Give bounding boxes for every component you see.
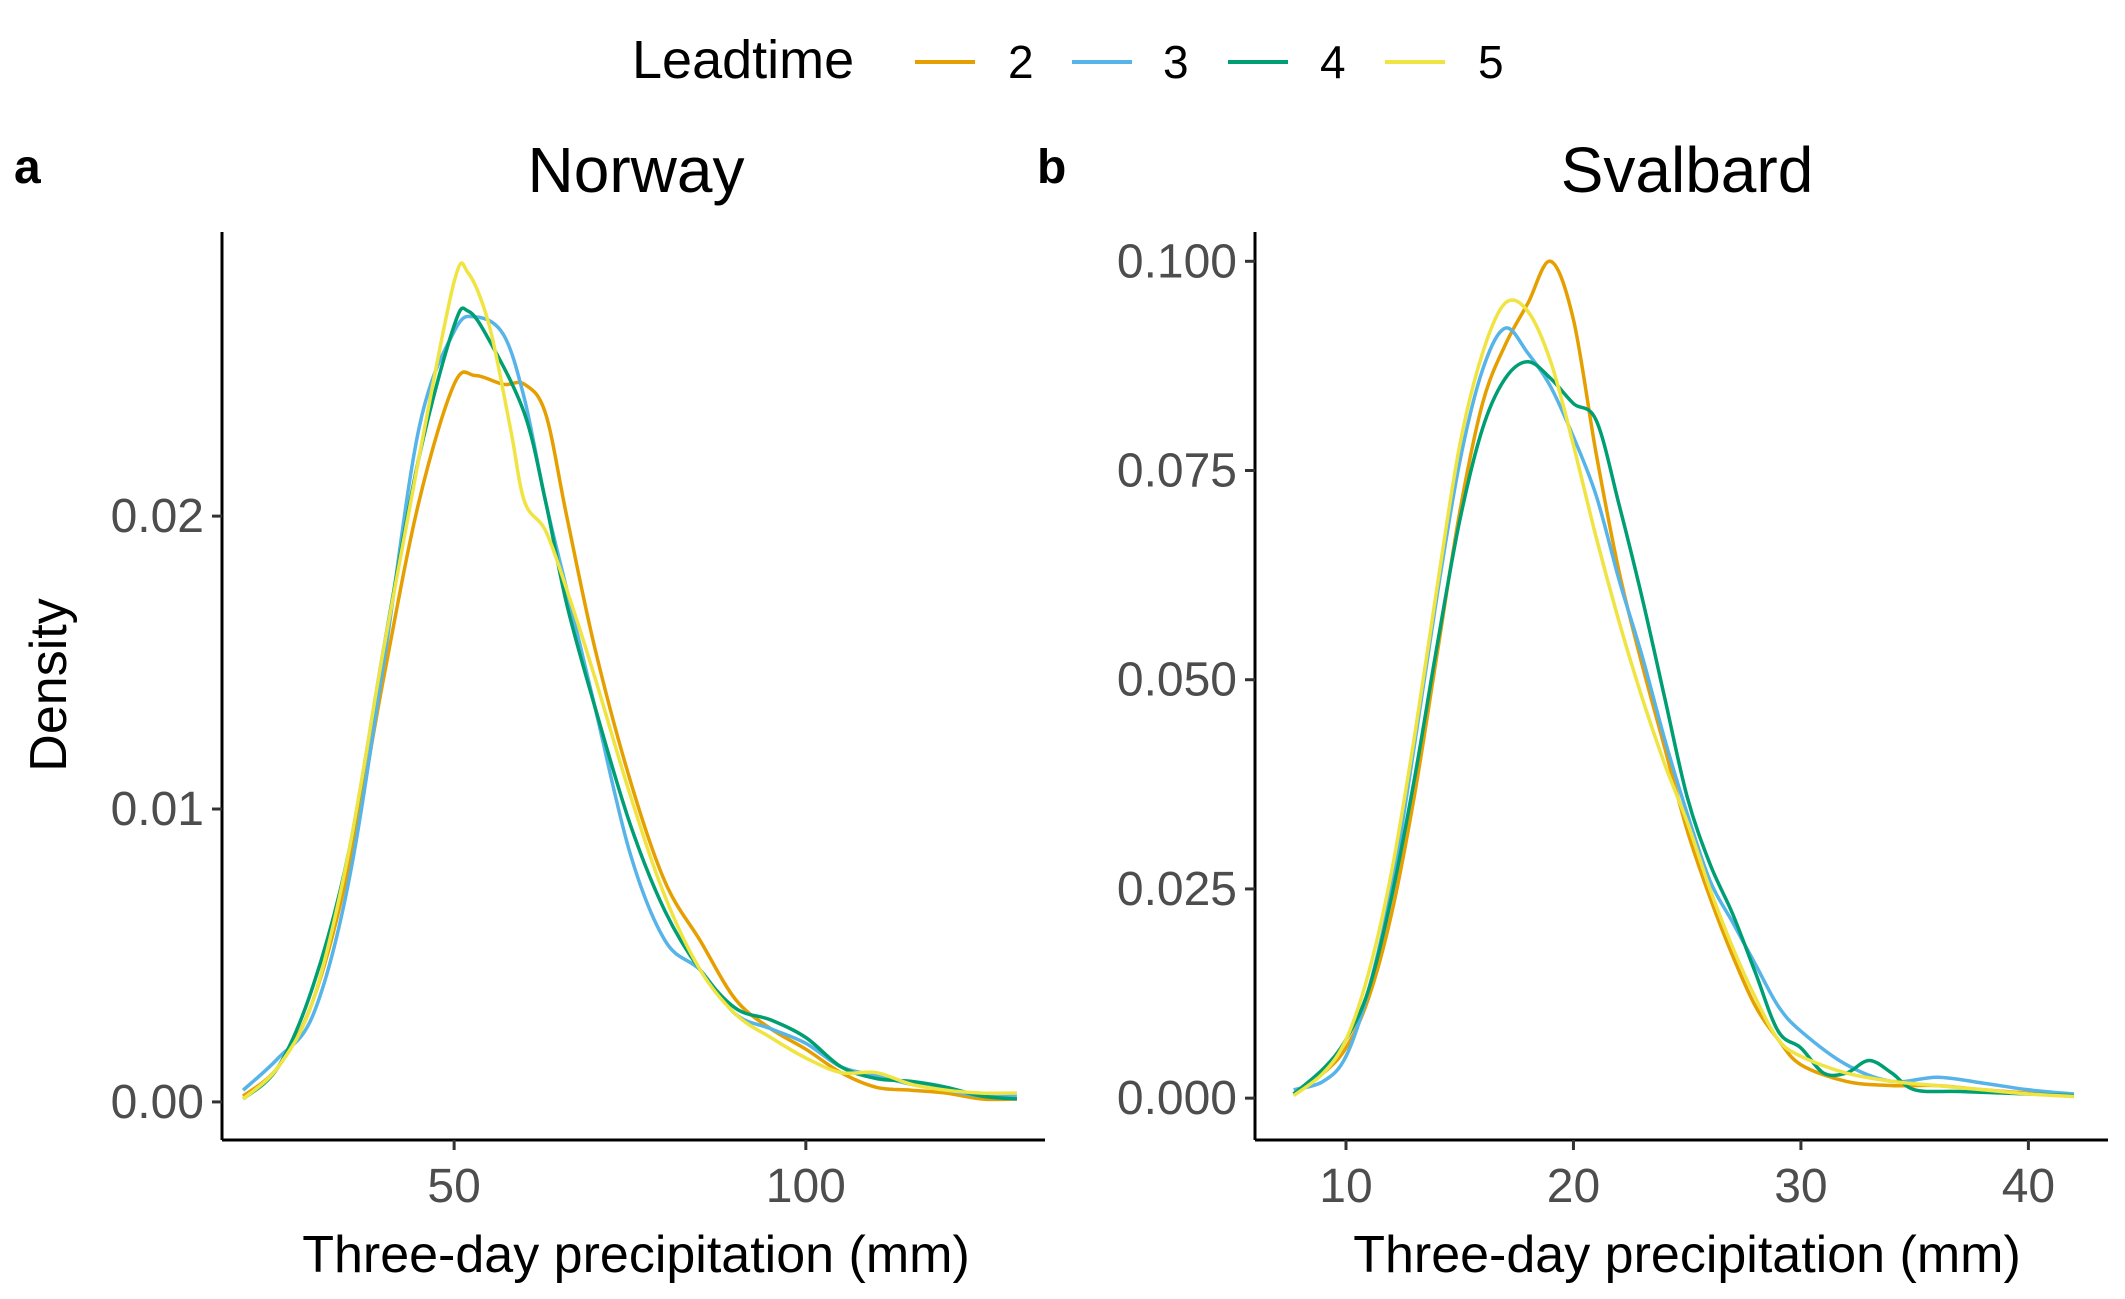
y-tick-label-svalbard: 0.000	[1117, 1072, 1237, 1125]
x-axis-title-svalbard: Three-day precipitation (mm)	[1353, 1226, 2021, 1284]
legend-title: Leadtime	[632, 30, 854, 90]
x-axis-title-norway: Three-day precipitation (mm)	[302, 1226, 970, 1284]
legend-label-3: 3	[1163, 36, 1189, 88]
panel-norway: a Norway 0.00 0.01 0.02 50 100 Three-day pre…	[14, 134, 1045, 1284]
y-axis-title-norway: Density	[20, 598, 78, 771]
panel-svalbard: b Svalbard 0.000 0.025 0.050 0.075 0.100 10 20…	[1037, 134, 2108, 1284]
legend-item-5: 5	[1385, 36, 1504, 88]
legend: Leadtime 2 3 4 5	[632, 30, 1504, 90]
y-tick-label-svalbard: 0.050	[1117, 654, 1237, 707]
x-tick-label-svalbard: 30	[1774, 1160, 1827, 1213]
panel-tag-a: a	[14, 141, 41, 194]
panel-title-norway: Norway	[528, 134, 745, 206]
legend-item-4: 4	[1228, 36, 1346, 88]
series-line-leadtime-2-svalbard	[1292, 259, 2074, 1098]
series-line-leadtime-4-norway	[241, 306, 1018, 1101]
y-tick-label-svalbard: 0.100	[1117, 235, 1237, 288]
x-tick-label-svalbard: 40	[2002, 1160, 2055, 1213]
plot-area-norway: 0.00 0.01 0.02 50 100	[111, 232, 1045, 1213]
plot-area-svalbard: 0.000 0.025 0.050 0.075 0.100 10 20 30 40	[1117, 232, 2108, 1213]
legend-label-5: 5	[1478, 36, 1504, 88]
series-line-leadtime-5-svalbard	[1292, 298, 2074, 1099]
series-line-leadtime-2-norway	[241, 370, 1017, 1102]
legend-label-4: 4	[1320, 36, 1346, 88]
y-tick-label-svalbard: 0.025	[1117, 863, 1237, 916]
series-line-leadtime-3-norway	[241, 314, 1017, 1099]
y-tick-label-norway: 0.02	[111, 490, 204, 543]
x-tick-label-norway: 100	[766, 1160, 846, 1213]
legend-item-3: 3	[1072, 36, 1189, 88]
x-tick-label-norway: 50	[427, 1160, 480, 1213]
legend-label-2: 2	[1008, 36, 1034, 88]
series-line-leadtime-3-svalbard	[1293, 326, 2075, 1096]
x-tick-label-svalbard: 10	[1319, 1160, 1372, 1213]
y-tick-label-norway: 0.01	[111, 783, 204, 836]
panel-title-svalbard: Svalbard	[1561, 134, 1814, 206]
legend-item-2: 2	[915, 36, 1034, 88]
series-line-leadtime-5-norway	[241, 261, 1017, 1101]
y-tick-label-svalbard: 0.075	[1117, 445, 1237, 498]
y-tick-label-norway: 0.00	[111, 1076, 204, 1129]
x-tick-label-svalbard: 20	[1547, 1160, 1600, 1213]
panel-tag-b: b	[1037, 141, 1066, 194]
series-line-leadtime-4-svalbard	[1292, 359, 2074, 1098]
